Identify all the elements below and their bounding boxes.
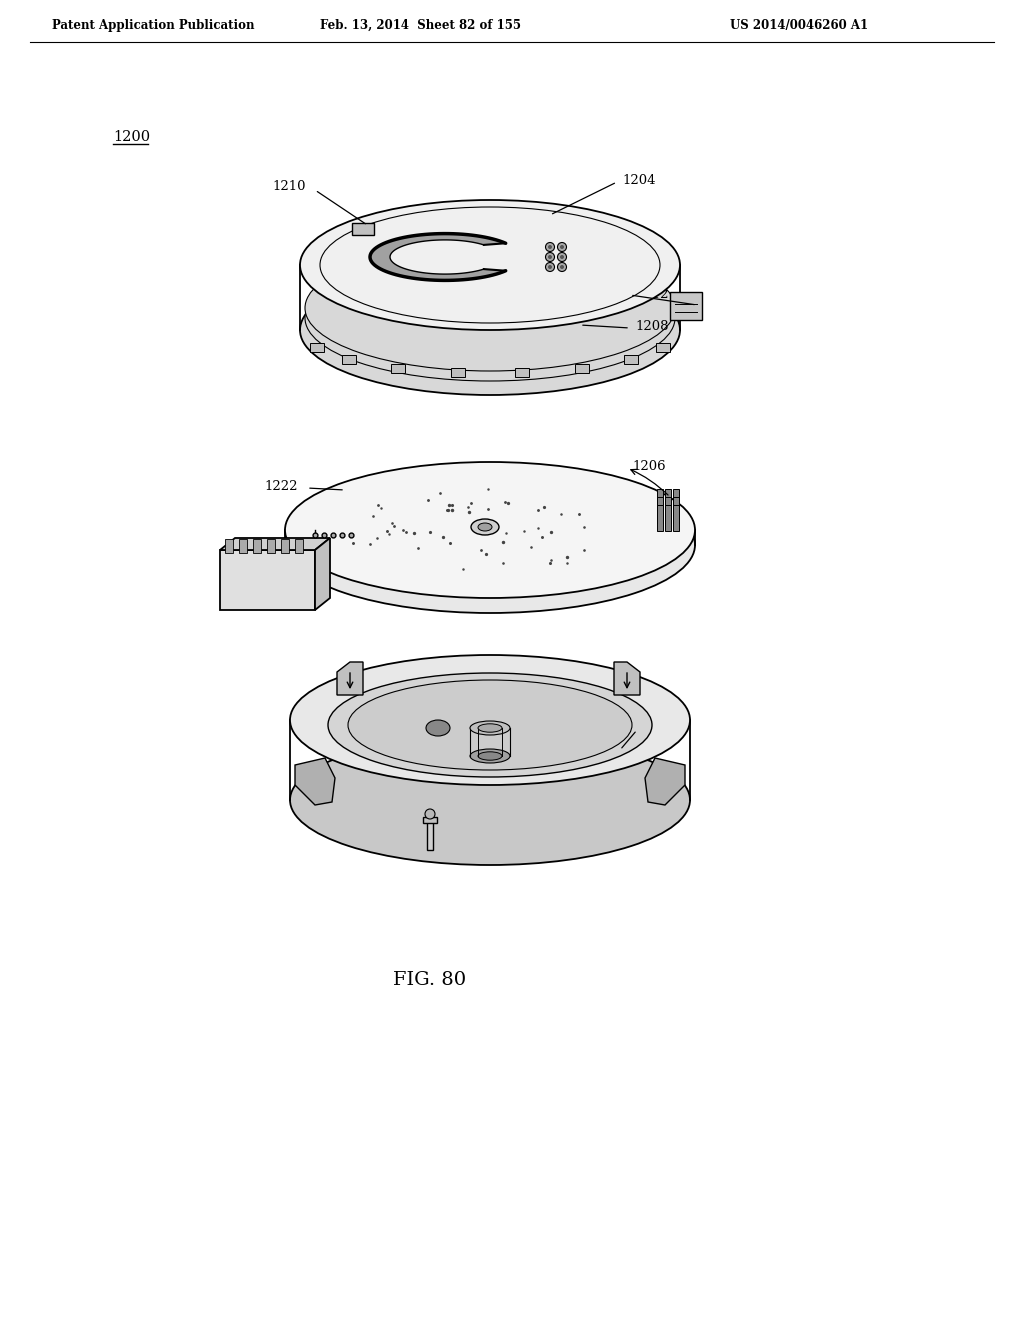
Bar: [665, 488, 671, 515]
Bar: [391, 364, 404, 372]
Bar: [665, 498, 671, 523]
Polygon shape: [337, 663, 362, 696]
Polygon shape: [645, 758, 685, 805]
Polygon shape: [295, 758, 335, 805]
Bar: [657, 488, 663, 515]
Bar: [342, 355, 355, 364]
Bar: [673, 488, 679, 515]
Bar: [657, 498, 663, 523]
Circle shape: [560, 255, 564, 259]
Bar: [665, 506, 671, 531]
Bar: [423, 817, 437, 822]
FancyBboxPatch shape: [670, 292, 702, 319]
Circle shape: [546, 252, 555, 261]
Bar: [253, 539, 261, 553]
Ellipse shape: [471, 519, 499, 535]
Circle shape: [560, 246, 564, 249]
Bar: [673, 506, 679, 531]
Bar: [239, 539, 247, 553]
Ellipse shape: [470, 721, 510, 735]
Ellipse shape: [478, 723, 502, 733]
Ellipse shape: [305, 246, 675, 371]
Circle shape: [546, 263, 555, 272]
Circle shape: [557, 263, 566, 272]
Circle shape: [560, 265, 564, 269]
Circle shape: [548, 246, 552, 249]
Polygon shape: [315, 539, 330, 610]
Polygon shape: [370, 234, 506, 280]
Ellipse shape: [470, 748, 510, 763]
Circle shape: [425, 809, 435, 818]
Text: Feb. 13, 2014  Sheet 82 of 155: Feb. 13, 2014 Sheet 82 of 155: [319, 18, 520, 32]
Bar: [427, 820, 433, 850]
Bar: [225, 539, 233, 553]
Bar: [451, 368, 465, 378]
Text: 1222: 1222: [264, 479, 298, 492]
Text: FIG. 80: FIG. 80: [393, 972, 467, 989]
Bar: [656, 343, 670, 352]
Bar: [575, 364, 589, 372]
Ellipse shape: [426, 719, 450, 737]
Text: 1206: 1206: [632, 461, 666, 474]
Ellipse shape: [328, 673, 652, 777]
FancyBboxPatch shape: [220, 550, 315, 610]
Ellipse shape: [348, 680, 632, 770]
Bar: [673, 498, 679, 523]
Circle shape: [557, 252, 566, 261]
Text: Patent Application Publication: Patent Application Publication: [52, 18, 255, 32]
Bar: [310, 343, 324, 352]
Polygon shape: [220, 539, 330, 550]
Circle shape: [548, 265, 552, 269]
Circle shape: [548, 255, 552, 259]
Bar: [267, 539, 275, 553]
Ellipse shape: [300, 201, 680, 330]
Ellipse shape: [290, 655, 690, 785]
Text: 1208: 1208: [635, 321, 669, 334]
Ellipse shape: [285, 462, 695, 598]
Bar: [657, 506, 663, 531]
Text: 1212: 1212: [635, 288, 669, 301]
Text: 1200: 1200: [113, 129, 151, 144]
Text: 1204: 1204: [622, 173, 655, 186]
Circle shape: [557, 243, 566, 252]
Ellipse shape: [285, 477, 695, 612]
Ellipse shape: [478, 752, 502, 760]
Ellipse shape: [478, 523, 492, 531]
Text: 1224: 1224: [641, 722, 675, 735]
FancyBboxPatch shape: [351, 223, 374, 235]
Text: US 2014/0046260 A1: US 2014/0046260 A1: [730, 18, 868, 32]
Text: 1210: 1210: [272, 181, 306, 194]
Ellipse shape: [300, 265, 680, 395]
Polygon shape: [614, 663, 640, 696]
Circle shape: [546, 243, 555, 252]
Ellipse shape: [319, 207, 660, 323]
Bar: [281, 539, 289, 553]
Bar: [295, 539, 303, 553]
Ellipse shape: [305, 255, 675, 381]
Bar: [625, 355, 638, 364]
Bar: [515, 368, 529, 378]
Ellipse shape: [290, 735, 690, 865]
